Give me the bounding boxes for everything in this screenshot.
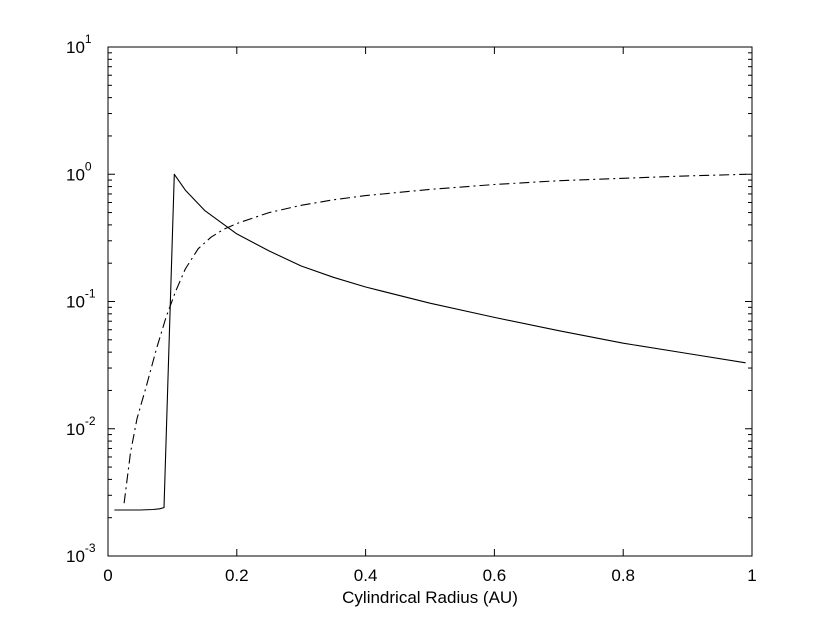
y-tick-label: 10-3 xyxy=(66,541,96,566)
plot-area xyxy=(107,46,753,557)
series-line-2 xyxy=(123,173,746,504)
x-tick-label: 0.2 xyxy=(225,566,249,585)
x-axis-ticks: 0 0.2 0.4 0.6 0.8 1 xyxy=(103,47,757,585)
series-line-1 xyxy=(114,173,746,511)
y-tick-label: 100 xyxy=(66,159,92,184)
x-axis-title: Cylindrical Radius (AU) xyxy=(342,588,518,607)
x-tick-label: 0.8 xyxy=(611,566,635,585)
y-axis-ticks: 10-3 10-2 10-1 100 101 xyxy=(66,32,752,566)
y-tick-label: 10-2 xyxy=(66,414,96,439)
x-tick-label: 0.6 xyxy=(483,566,507,585)
x-tick-label: 1 xyxy=(747,566,756,585)
x-tick-label: 0 xyxy=(103,566,112,585)
y-tick-label: 10-1 xyxy=(66,287,96,312)
x-tick-label: 0.4 xyxy=(354,566,378,585)
series-layer xyxy=(114,173,746,511)
y-tick-label: 101 xyxy=(66,32,92,57)
